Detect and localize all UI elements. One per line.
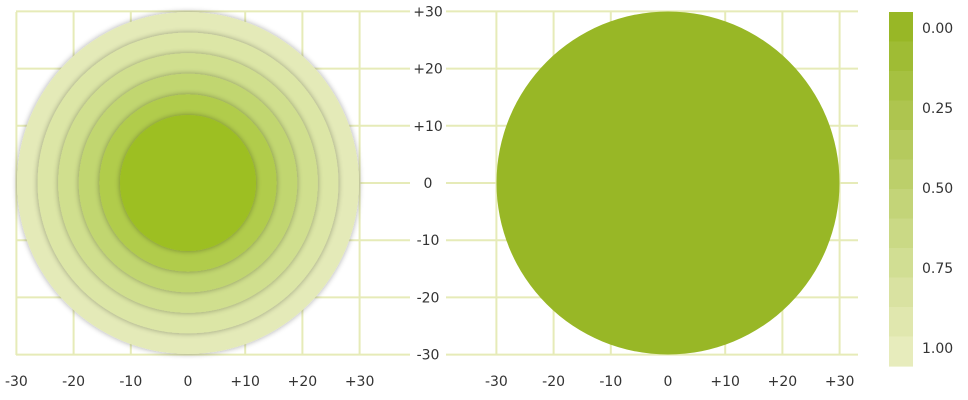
x-tick-label: +20 xyxy=(288,374,318,390)
x-tick-label: 0 xyxy=(184,374,193,390)
colorbar-step xyxy=(889,100,913,131)
y-tick-label: -30 xyxy=(417,348,440,364)
y-tick-label: -20 xyxy=(417,290,440,306)
x-tick-label: -20 xyxy=(542,374,565,390)
x-tick-label: +30 xyxy=(825,374,855,390)
colorbar-step xyxy=(889,41,913,72)
x-tick-label: -30 xyxy=(5,374,28,390)
colorbar xyxy=(889,12,913,367)
colorbar-step xyxy=(889,218,913,249)
y-tick-label: 0 xyxy=(424,176,433,192)
colorbar-step xyxy=(889,307,913,338)
colorbar-step xyxy=(889,189,913,220)
x-tick-label: 0 xyxy=(664,374,673,390)
x-tick-label: -30 xyxy=(485,374,508,390)
colorbar-step xyxy=(889,336,913,367)
colorbar-step xyxy=(889,71,913,102)
y-tick-bg xyxy=(410,2,446,19)
right-panel-disc xyxy=(496,11,840,355)
y-tick-bg xyxy=(410,174,446,190)
x-tick-label: +30 xyxy=(345,374,375,390)
x-tick-label: +10 xyxy=(710,374,740,390)
x-tick-label: +20 xyxy=(768,374,798,390)
colorbar-step xyxy=(889,248,913,279)
y-tick-bg xyxy=(410,345,446,362)
x-tick-label: -20 xyxy=(62,374,85,390)
x-tick-label: -10 xyxy=(119,374,142,390)
colorbar-label: 1.00 xyxy=(922,341,953,357)
y-tick-label: +10 xyxy=(413,119,443,135)
solid-disc xyxy=(496,11,840,355)
y-tick-label: +20 xyxy=(413,62,443,78)
colorbar-labels: 0.00 0.25 0.50 0.75 1.00 xyxy=(922,21,953,357)
x-tick-label: -10 xyxy=(599,374,622,390)
y-tick-label: -10 xyxy=(417,233,440,249)
ring-band xyxy=(120,115,256,251)
y-axis-ticks: +30 +20 +10 0 -10 -20 -30 xyxy=(410,2,446,364)
colorbar-step xyxy=(889,12,913,43)
colorbar-label: 0.25 xyxy=(922,101,953,117)
y-tick-bg xyxy=(410,59,446,76)
y-tick-bg xyxy=(410,288,446,305)
x-axis-ticks: -30 -20 -10 0 +10 +20 +30 -30 -20 -10 0 +10 +20 +30 xyxy=(5,374,854,390)
colorbar-label: 0.50 xyxy=(922,181,953,197)
left-panel-rings xyxy=(17,12,359,354)
colorbar-step xyxy=(889,130,913,161)
colorbar-step xyxy=(889,159,913,190)
colorbar-step xyxy=(889,277,913,308)
colorbar-label: 0.75 xyxy=(922,261,953,277)
y-tick-bg xyxy=(410,231,446,248)
y-tick-label: +30 xyxy=(413,4,443,20)
y-tick-bg xyxy=(410,116,446,133)
colorbar-label: 0.00 xyxy=(922,21,953,37)
x-tick-label: +10 xyxy=(230,374,260,390)
